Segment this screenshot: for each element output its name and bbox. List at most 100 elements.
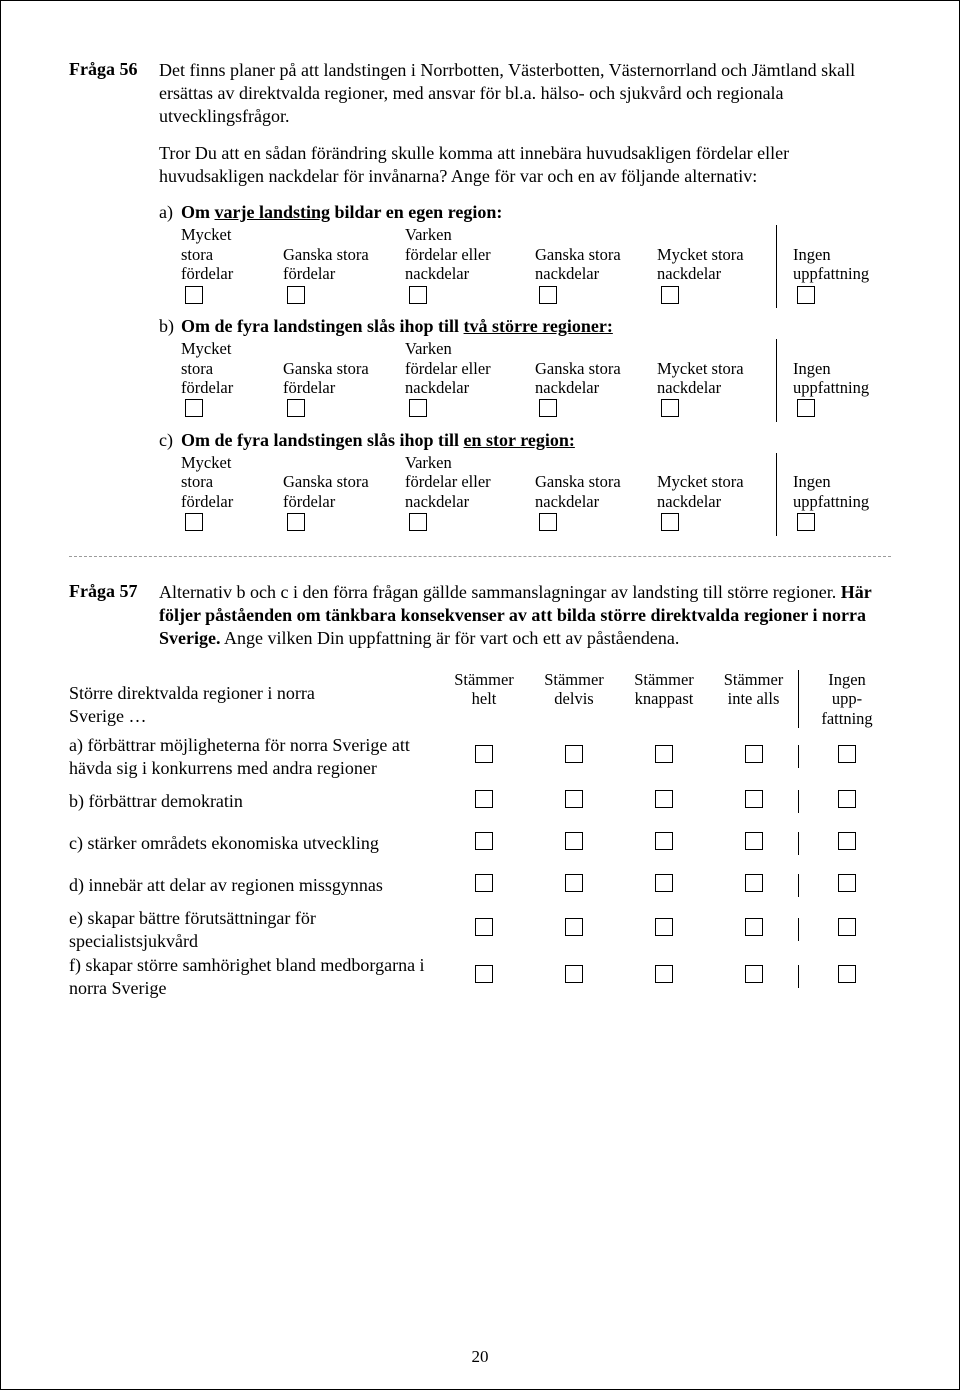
q57-plain2: Ange vilken Din uppfattning är för vart … (220, 628, 679, 648)
scale-h: Varken (405, 339, 452, 358)
checkbox[interactable] (565, 874, 583, 892)
checkbox[interactable] (565, 832, 583, 850)
checkbox[interactable] (409, 513, 427, 531)
q57-row-d-cells (439, 874, 891, 897)
checkbox[interactable] (745, 832, 763, 850)
checkbox[interactable] (565, 965, 583, 983)
checkbox[interactable] (409, 286, 427, 304)
scale-h: Ganska stora (535, 245, 621, 264)
h: fattning (821, 709, 872, 728)
q57-header-row: Större direktvalda regioner i norra Sver… (69, 670, 891, 728)
h: Stämmer (634, 670, 694, 689)
checkbox[interactable] (838, 790, 856, 808)
checkbox[interactable] (838, 918, 856, 936)
checkbox[interactable] (655, 918, 673, 936)
checkbox[interactable] (185, 513, 203, 531)
checkbox[interactable] (661, 513, 679, 531)
q56-sub-c-head: c)Om de fyra landstingen slås ihop till … (159, 430, 891, 451)
scale-col-5: Mycket storanackdelar (657, 453, 777, 536)
q56-c-letter: c) (159, 430, 181, 451)
checkbox[interactable] (655, 790, 673, 808)
checkbox[interactable] (655, 965, 673, 983)
checkbox[interactable] (797, 399, 815, 417)
checkbox[interactable] (838, 874, 856, 892)
checkbox[interactable] (287, 513, 305, 531)
checkbox[interactable] (409, 399, 427, 417)
h: upp- (832, 689, 862, 708)
q57-col-header-5: Ingenupp-fattning (799, 670, 885, 728)
scale-h: fördelar (181, 378, 233, 397)
scale-h: fördelar (181, 492, 233, 511)
checkbox[interactable] (655, 832, 673, 850)
checkbox[interactable] (797, 286, 815, 304)
checkbox[interactable] (539, 286, 557, 304)
q56-a-letter: a) (159, 202, 181, 223)
question-57: Fråga 57 Alternativ b och c i den förra … (69, 581, 891, 1000)
scale-h: Varken (405, 453, 452, 472)
checkbox[interactable] (745, 790, 763, 808)
question-56-number: Fråga 56 (69, 59, 159, 80)
q57-col-header-2: Stämmerdelvis (529, 670, 619, 728)
scale-h: fördelar (181, 264, 233, 283)
scale-h: Ingen (793, 245, 831, 264)
checkbox[interactable] (287, 286, 305, 304)
checkbox[interactable] (745, 918, 763, 936)
q57-plain1: Alternativ b och c i den förra frågan gä… (159, 582, 841, 602)
checkbox[interactable] (565, 790, 583, 808)
question-56-text: Det finns planer på att landstingen i No… (159, 59, 891, 188)
q56-b-letter: b) (159, 316, 181, 337)
checkbox[interactable] (475, 874, 493, 892)
checkbox[interactable] (655, 874, 673, 892)
scale-col-2: Ganska storafördelar (283, 225, 405, 308)
scale-col-3: Varkenfördelar ellernackdelar (405, 225, 535, 308)
checkbox[interactable] (539, 399, 557, 417)
scale-h: Mycket stora (657, 245, 744, 264)
checkbox[interactable] (655, 745, 673, 763)
q56-a-underline: varje landsting (215, 202, 331, 222)
checkbox[interactable] (185, 286, 203, 304)
checkbox[interactable] (745, 965, 763, 983)
checkbox[interactable] (745, 874, 763, 892)
checkbox[interactable] (475, 832, 493, 850)
h: Stämmer (544, 670, 604, 689)
scale-h: uppfattning (793, 378, 869, 397)
checkbox[interactable] (797, 513, 815, 531)
checkbox[interactable] (475, 790, 493, 808)
q56-sub-c: c)Om de fyra landstingen slås ihop till … (159, 430, 891, 536)
checkbox[interactable] (539, 513, 557, 531)
checkbox[interactable] (475, 965, 493, 983)
checkbox[interactable] (745, 745, 763, 763)
scale-h: Ganska stora (283, 359, 369, 378)
checkbox[interactable] (838, 745, 856, 763)
scale-h: Ingen (793, 472, 831, 491)
scale-h: nackdelar (405, 378, 469, 397)
checkbox[interactable] (475, 745, 493, 763)
checkbox[interactable] (838, 965, 856, 983)
checkbox[interactable] (565, 918, 583, 936)
scale-h: nackdelar (535, 264, 599, 283)
scale-h: Mycket stora (657, 472, 744, 491)
checkbox[interactable] (661, 286, 679, 304)
q56-sub-a: a)Om varje landsting bildar en egen regi… (159, 202, 891, 308)
q57-col-header-1: Stämmerhelt (439, 670, 529, 728)
scale-h: Ingen (793, 359, 831, 378)
checkbox[interactable] (185, 399, 203, 417)
question-57-number: Fråga 57 (69, 581, 159, 602)
checkbox[interactable] (565, 745, 583, 763)
question-56: Fråga 56 Det finns planer på att landsti… (69, 59, 891, 536)
checkbox[interactable] (661, 399, 679, 417)
checkbox[interactable] (838, 832, 856, 850)
scale-h: stora (181, 359, 213, 378)
checkbox[interactable] (287, 399, 305, 417)
q56-b-underline: två större regioner: (464, 316, 613, 336)
page: Fråga 56 Det finns planer på att landsti… (0, 0, 960, 1390)
q57-row-f-label: f) skapar större samhörighet bland medbo… (69, 954, 439, 999)
scale-h: stora (181, 472, 213, 491)
checkbox[interactable] (475, 918, 493, 936)
scale-h: nackdelar (657, 378, 721, 397)
q56-c-plain: Om de fyra landstingen slås ihop till (181, 430, 464, 450)
scale-h: fördelar (283, 492, 335, 511)
q57-row-b-label: b) förbättrar demokratin (69, 790, 439, 813)
q56-a-tail: bildar en egen region: (330, 202, 502, 222)
h: inte alls (728, 689, 780, 708)
